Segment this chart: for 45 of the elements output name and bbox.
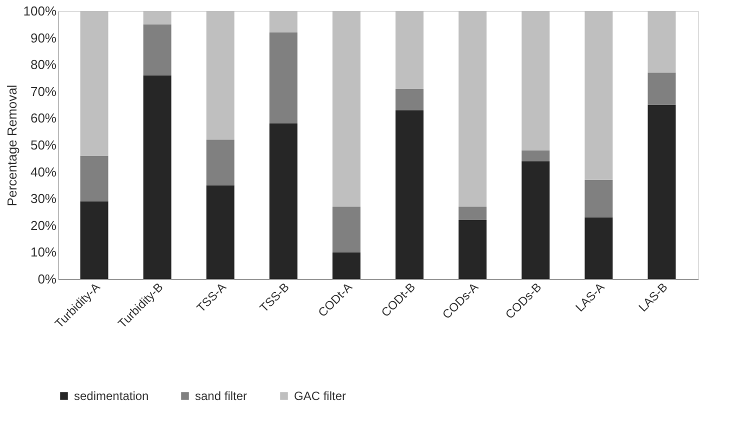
bar <box>648 104 676 279</box>
bar <box>269 124 298 279</box>
bar <box>458 11 487 207</box>
y-tick-label: 50% <box>30 138 57 152</box>
bar <box>648 72 676 105</box>
bar <box>522 11 550 150</box>
y-tick-label: 90% <box>30 30 57 46</box>
bar <box>206 185 234 279</box>
bar <box>396 11 424 89</box>
y-tick-label: 10% <box>30 244 57 260</box>
bar <box>584 11 613 180</box>
bar <box>458 206 487 220</box>
y-tick-label: 70% <box>30 84 57 99</box>
bar <box>396 110 424 279</box>
bar <box>80 11 108 156</box>
y-tick-label: 60% <box>30 110 57 126</box>
legend-label: GAC filter <box>294 389 346 403</box>
y-axis-title: Percentage Removal <box>4 84 20 206</box>
bar <box>458 220 487 279</box>
bar <box>206 11 234 140</box>
bar <box>584 217 613 279</box>
bar <box>648 11 676 73</box>
bar <box>522 161 550 279</box>
bar <box>332 252 360 279</box>
legend-label: sedimentation <box>74 389 149 403</box>
y-tick-label: 0% <box>38 272 57 286</box>
y-tick-label: 80% <box>30 57 57 72</box>
bar <box>522 150 550 162</box>
y-tick-label: 20% <box>30 218 57 233</box>
y-tick-label: 30% <box>30 191 57 206</box>
bar <box>143 11 172 24</box>
bar <box>80 156 108 202</box>
y-tick-label: 40% <box>30 164 57 180</box>
bar <box>206 140 234 186</box>
bar <box>332 206 360 252</box>
bar <box>143 75 172 279</box>
bar <box>396 88 424 110</box>
bar <box>80 201 108 279</box>
bar <box>269 11 298 32</box>
bar <box>269 32 298 124</box>
y-tick-label: 100% <box>23 4 57 18</box>
bar <box>584 180 613 218</box>
bar <box>332 11 360 207</box>
legend-label: sand filter <box>195 389 248 403</box>
bar <box>143 24 172 76</box>
